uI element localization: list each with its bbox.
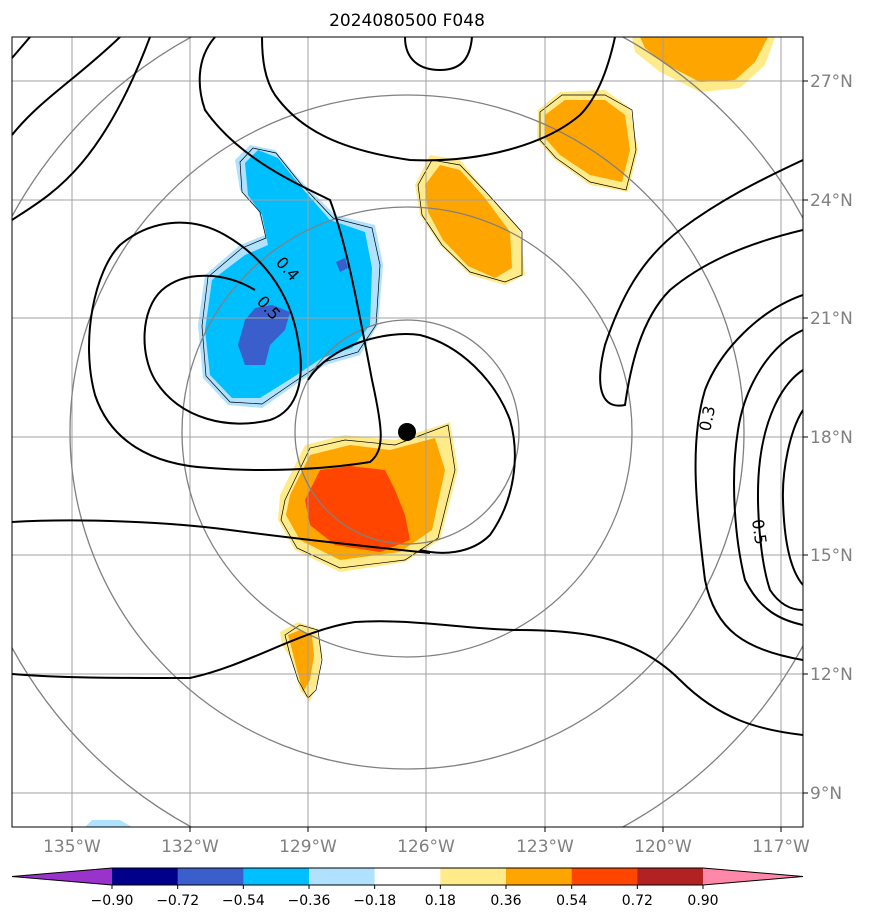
colorbar: −0.90 −0.72 −0.54 −0.36 −0.18 0.18 0.36 0.54 0.7…	[11, 867, 804, 909]
colorbar-tick-label: −0.36	[288, 893, 331, 909]
x-tick-label: 129°W	[279, 837, 337, 857]
grid-lines	[12, 37, 803, 827]
x-tick-label: 132°W	[161, 837, 219, 857]
map-frame	[11, 36, 804, 828]
contour-label: 0.3	[695, 404, 719, 433]
colorbar-tick-label: −0.54	[222, 893, 265, 909]
y-tick-label: 15°N	[810, 546, 853, 566]
colorbar-extend-low	[12, 868, 112, 885]
y-tick-label: 24°N	[810, 191, 853, 211]
colorbar-tick-label: 0.18	[425, 893, 456, 909]
colorbar-segment	[571, 868, 638, 885]
colorbar-segment	[243, 868, 310, 885]
colorbar-segment	[309, 868, 376, 885]
colorbar-segment	[440, 868, 507, 885]
storm-center-marker	[398, 423, 416, 441]
colorbar-tick-label: 0.90	[687, 893, 718, 909]
colorbar-tick-label: −0.72	[156, 893, 199, 909]
y-tick-label: 27°N	[810, 72, 853, 92]
contour-lines	[12, 37, 803, 736]
colorbar-tick-label: 0.54	[556, 893, 587, 909]
colorbar-segment	[112, 868, 179, 885]
x-axis-ticks: 135°W 132°W 129°W 126°W 123°W 120°W 117°…	[43, 827, 810, 857]
y-tick-label: 9°N	[810, 784, 842, 804]
figure-title: 2024080500 F048	[329, 11, 485, 31]
y-tick-label: 12°N	[810, 665, 853, 685]
shaded-field-cool	[85, 145, 383, 827]
colorbar-tick-label: −0.18	[353, 893, 396, 909]
colorbar-segment	[506, 868, 573, 885]
colorbar-tick-label: 0.72	[622, 893, 653, 909]
colorbar-segment	[637, 868, 704, 885]
y-axis-ticks: 27°N 24°N 21°N 18°N 15°N 12°N 9°N	[803, 72, 853, 804]
map-area: 0.4 0.5 0.3 0.5	[12, 37, 803, 827]
colorbar-segment	[374, 868, 441, 885]
x-tick-label: 117°W	[752, 837, 810, 857]
y-tick-label: 18°N	[810, 428, 853, 448]
y-tick-label: 21°N	[810, 309, 853, 329]
colorbar-tick-label: 0.36	[490, 893, 521, 909]
x-tick-label: 135°W	[43, 837, 101, 857]
x-tick-label: 120°W	[634, 837, 692, 857]
colorbar-extend-high	[703, 868, 803, 885]
shading-outline	[201, 94, 637, 699]
colorbar-segment	[177, 868, 244, 885]
contour-label: 0.5	[748, 518, 770, 546]
x-tick-label: 126°W	[397, 837, 455, 857]
x-tick-label: 123°W	[516, 837, 574, 857]
colorbar-tick-label: −0.90	[91, 893, 134, 909]
range-rings	[12, 37, 803, 827]
